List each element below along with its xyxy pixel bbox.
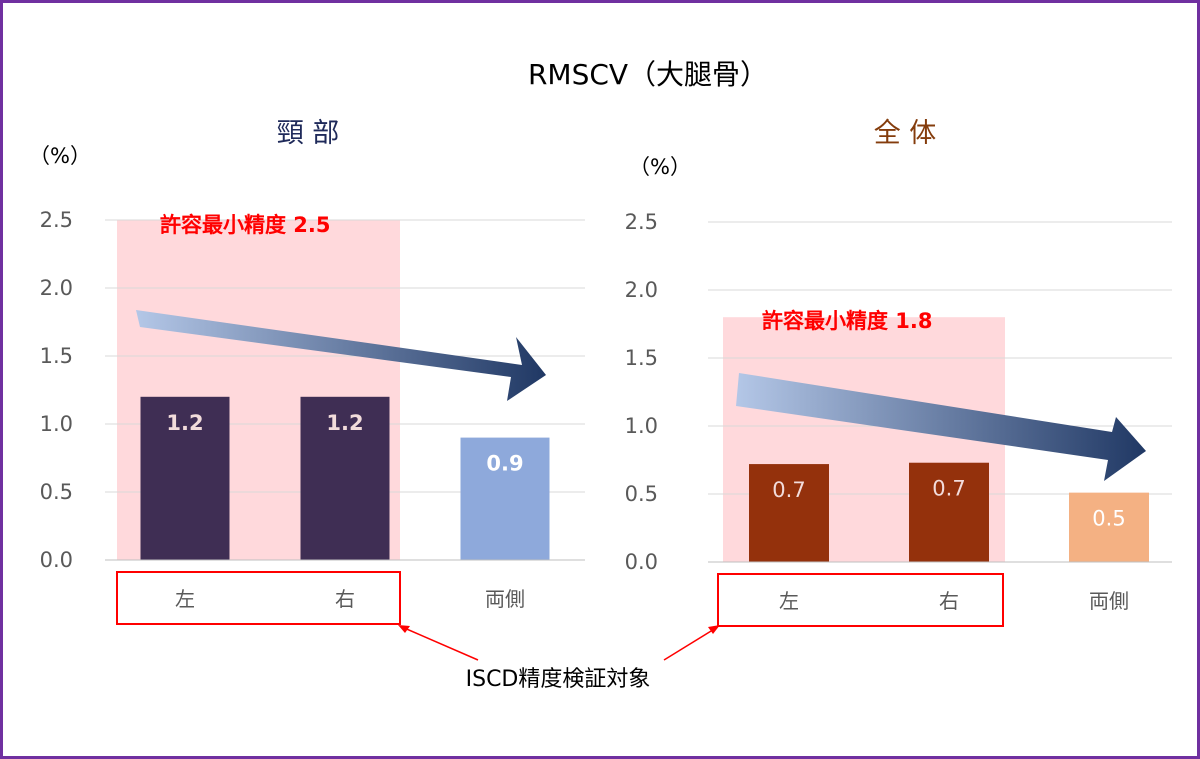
y-tick-label: 1.5 [625, 346, 658, 370]
bar [460, 437, 550, 560]
limit-label: 許容最小精度 1.8 [762, 309, 933, 333]
panel-title: 頸 部 [277, 118, 340, 149]
y-tick-label: 0.5 [625, 482, 658, 506]
category-label: 両側 [1089, 589, 1129, 613]
y-tick-label: 2.0 [40, 276, 73, 300]
main-title: RMSCV（大腿骨） [528, 58, 768, 91]
y-tick-label: 0.5 [40, 480, 73, 504]
y-tick-label: 1.5 [40, 344, 73, 368]
bar-value-label: 0.9 [486, 452, 523, 476]
y-tick-label: 1.0 [625, 414, 658, 438]
y-tick-label: 2.5 [40, 208, 73, 232]
category-label: 右 [939, 589, 959, 613]
iscd-target-label: ISCD精度検証対象 [466, 667, 651, 692]
panel-title: 全 体 [874, 118, 937, 149]
iscd-pointer-arrows [398, 625, 720, 661]
y-tick-label: 1.0 [40, 412, 73, 436]
category-label: 両側 [485, 587, 525, 611]
bar-value-label: 1.2 [326, 411, 363, 435]
iscd-highlight-box [116, 571, 401, 625]
bar-value-label: 0.5 [1092, 507, 1125, 531]
iscd-highlight-box [717, 573, 1004, 627]
bar-value-label: 1.2 [166, 411, 203, 435]
trend-arrow [136, 310, 546, 401]
y-tick-label: 2.0 [625, 278, 658, 302]
pointer-arrow-right [663, 627, 717, 661]
bar [1069, 492, 1149, 562]
pointer-arrowhead-left [398, 625, 410, 633]
category-label: 左 [175, 587, 195, 611]
limit-label: 許容最小精度 2.5 [160, 213, 331, 237]
pointer-arrowhead-right [708, 625, 720, 634]
bar-value-label: 0.7 [772, 478, 805, 502]
y-tick-label: 2.5 [625, 210, 658, 234]
y-tick-label: 0.0 [40, 548, 73, 572]
bar-value-label: 0.7 [932, 477, 965, 501]
y-tick-label: 0.0 [625, 550, 658, 574]
y-axis-unit: （%） [29, 144, 91, 168]
bar [749, 464, 829, 562]
y-axis-unit: （%） [629, 155, 691, 179]
trend-arrow [736, 373, 1146, 481]
category-label: 右 [335, 587, 355, 611]
bar [300, 396, 390, 560]
bar [140, 396, 230, 560]
category-label: 左 [779, 589, 799, 613]
pointer-arrow-left [401, 626, 479, 661]
bar [909, 462, 989, 562]
